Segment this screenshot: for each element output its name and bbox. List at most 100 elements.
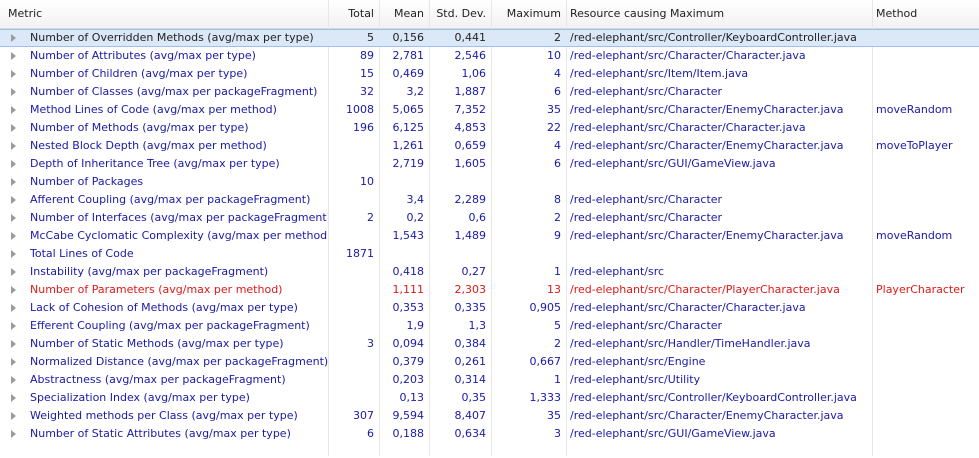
expand-triangle-icon[interactable]	[11, 358, 16, 366]
column-header-total[interactable]: Total	[348, 7, 374, 20]
table-row[interactable]: Normalized Distance (avg/max per package…	[0, 353, 979, 371]
method-cell	[872, 389, 979, 407]
mean-cell: 3,2	[406, 85, 425, 98]
expand-triangle-icon[interactable]	[11, 286, 16, 294]
maximum-cell: 35	[547, 103, 561, 116]
column-header-method[interactable]: Method	[876, 7, 918, 20]
maximum-cell: 22	[547, 121, 561, 134]
table-row[interactable]: McCabe Cyclomatic Complexity (avg/max pe…	[0, 227, 979, 245]
resource-cell: /red-elephant/src/Utility	[570, 373, 701, 386]
expand-triangle-icon[interactable]	[11, 340, 16, 348]
expand-triangle-icon[interactable]	[11, 70, 16, 78]
expand-triangle-icon[interactable]	[11, 52, 16, 60]
expand-triangle-icon[interactable]	[11, 106, 16, 114]
resource-cell: /red-elephant/src/Character	[570, 193, 723, 206]
method-cell	[872, 65, 979, 83]
expand-triangle-icon[interactable]	[11, 214, 16, 222]
maximum-cell: 4	[554, 67, 561, 80]
total-cell	[328, 281, 379, 299]
table-row[interactable]: Number of Static Methods (avg/max per ty…	[0, 335, 979, 353]
expand-triangle-icon[interactable]	[11, 304, 16, 312]
maximum-cell: 9	[554, 229, 561, 242]
expand-triangle-icon[interactable]	[11, 232, 16, 240]
expand-triangle-icon[interactable]	[11, 142, 16, 150]
column-header-mean[interactable]: Mean	[394, 7, 424, 20]
resource-cell: /red-elephant/src/Character	[570, 319, 723, 332]
std-dev-cell: 1,489	[454, 229, 487, 242]
metric-cell: McCabe Cyclomatic Complexity (avg/max pe…	[30, 229, 328, 242]
expand-triangle-icon[interactable]	[11, 268, 16, 276]
column-divider	[328, 0, 329, 456]
table-row[interactable]: Number of Overridden Methods (avg/max pe…	[0, 29, 979, 47]
table-row[interactable]: Number of Methods (avg/max per type) 196 6…	[0, 119, 979, 137]
table-row[interactable]: Number of Children (avg/max per type) 15 0…	[0, 65, 979, 83]
table-row[interactable]: Number of Packages 10	[0, 173, 979, 191]
metric-cell: Number of Attributes (avg/max per type)	[30, 49, 256, 62]
method-cell	[872, 245, 979, 263]
metric-cell: Specialization Index (avg/max per type)	[30, 391, 250, 404]
column-header-std-dev[interactable]: Std. Dev.	[436, 7, 486, 20]
table-row[interactable]: Number of Static Attributes (avg/max per…	[0, 425, 979, 443]
total-cell: 32	[360, 85, 374, 98]
total-cell: 3	[367, 337, 374, 350]
table-row[interactable]: Lack of Cohesion of Methods (avg/max per…	[0, 299, 979, 317]
table-row[interactable]: Number of Classes (avg/max per packageFr…	[0, 83, 979, 101]
expand-triangle-icon[interactable]	[11, 250, 16, 258]
table-row[interactable]: Total Lines of Code 1871	[0, 245, 979, 263]
expand-triangle-icon[interactable]	[11, 88, 16, 96]
expand-triangle-icon[interactable]	[11, 178, 16, 186]
table-row[interactable]: Number of Interfaces (avg/max per packag…	[0, 209, 979, 227]
expand-triangle-icon[interactable]	[11, 322, 16, 330]
std-dev-cell	[429, 173, 491, 191]
expand-triangle-icon[interactable]	[11, 196, 16, 204]
expand-triangle-icon[interactable]	[11, 394, 16, 402]
column-header-metric[interactable]: Metric	[8, 7, 43, 20]
table-row[interactable]: Depth of Inheritance Tree (avg/max per t…	[0, 155, 979, 173]
table-row[interactable]: Method Lines of Code (avg/max per method…	[0, 101, 979, 119]
resource-cell: /red-elephant/src/Character/EnemyCharact…	[570, 103, 844, 116]
resource-cell: /red-elephant/src/Item/Item.java	[570, 67, 749, 80]
expand-triangle-icon[interactable]	[11, 412, 16, 420]
metric-cell: Number of Children (avg/max per type)	[30, 67, 248, 80]
std-dev-cell: 0,634	[454, 427, 487, 440]
maximum-cell: 2	[554, 337, 561, 350]
resource-cell: /red-elephant/src/Character	[570, 85, 723, 98]
expand-triangle-icon[interactable]	[11, 34, 16, 42]
method-cell: moveRandom	[876, 103, 953, 116]
table-row[interactable]: Weighted methods per Class (avg/max per …	[0, 407, 979, 425]
method-cell	[872, 30, 979, 46]
table-row[interactable]: Specialization Index (avg/max per type) 0…	[0, 389, 979, 407]
table-row[interactable]: Number of Attributes (avg/max per type) 8…	[0, 47, 979, 65]
total-cell	[328, 389, 379, 407]
column-header-maximum[interactable]: Maximum	[506, 7, 561, 20]
resource-cell	[566, 245, 872, 263]
table-row[interactable]: Efferent Coupling (avg/max per packageFr…	[0, 317, 979, 335]
expand-triangle-icon[interactable]	[11, 376, 16, 384]
resource-cell: /red-elephant/src/Engine	[570, 355, 706, 368]
total-cell: 5	[367, 31, 374, 44]
expand-triangle-icon[interactable]	[11, 160, 16, 168]
table-row[interactable]: Instability (avg/max per packageFragment…	[0, 263, 979, 281]
total-cell: 196	[353, 121, 374, 134]
table-row[interactable]: Afferent Coupling (avg/max per packageFr…	[0, 191, 979, 209]
table-row[interactable]: Abstractness (avg/max per packageFragmen…	[0, 371, 979, 389]
mean-cell	[379, 173, 429, 191]
mean-cell: 0,156	[392, 31, 425, 44]
total-cell	[328, 353, 379, 371]
method-cell	[872, 119, 979, 137]
resource-cell: /red-elephant/src/GUI/GameView.java	[570, 157, 776, 170]
expand-triangle-icon[interactable]	[11, 430, 16, 438]
table-row[interactable]: Number of Parameters (avg/max per method…	[0, 281, 979, 299]
column-header-resource[interactable]: Resource causing Maximum	[570, 7, 725, 20]
mean-cell: 0,094	[392, 337, 425, 350]
expand-triangle-icon[interactable]	[11, 124, 16, 132]
maximum-cell: 1	[554, 373, 561, 386]
metric-cell: Afferent Coupling (avg/max per packageFr…	[30, 193, 311, 206]
mean-cell: 0,2	[406, 211, 425, 224]
total-cell: 10	[360, 175, 374, 188]
table-row[interactable]: Nested Block Depth (avg/max per method) 1…	[0, 137, 979, 155]
method-cell	[872, 335, 979, 353]
total-cell	[328, 227, 379, 245]
metric-cell: Number of Static Attributes (avg/max per…	[30, 427, 291, 440]
